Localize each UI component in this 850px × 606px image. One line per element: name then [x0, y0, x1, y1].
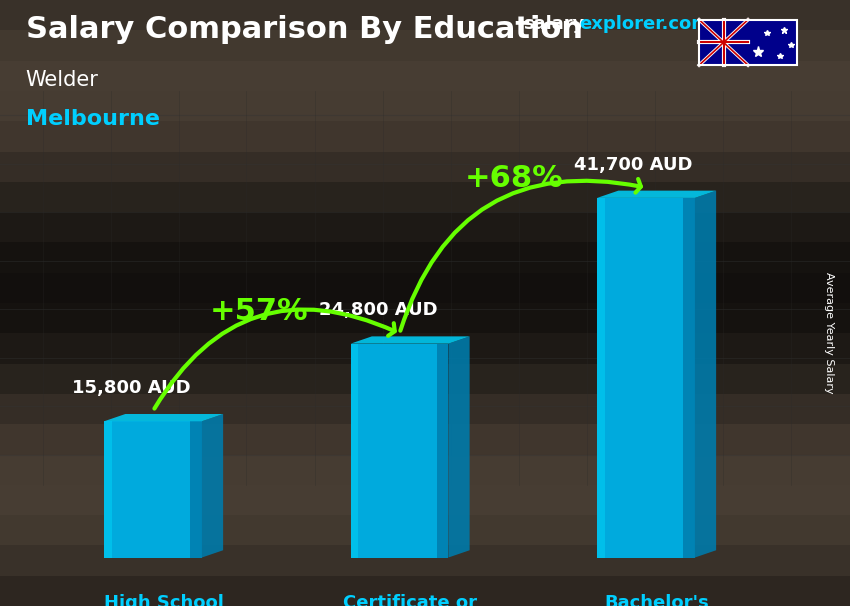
- Bar: [699, 20, 796, 65]
- Text: +68%: +68%: [465, 164, 564, 193]
- Bar: [0, 212, 850, 242]
- Text: 41,700 AUD: 41,700 AUD: [574, 156, 692, 174]
- Polygon shape: [104, 414, 223, 421]
- Bar: [104, 421, 112, 558]
- Text: Average Yearly Salary: Average Yearly Salary: [824, 273, 834, 394]
- Bar: [0, 364, 850, 394]
- Bar: [0, 424, 850, 454]
- Bar: [350, 344, 359, 558]
- Bar: [699, 20, 796, 65]
- Text: +57%: +57%: [210, 297, 309, 326]
- Polygon shape: [694, 191, 716, 558]
- Bar: [0, 121, 850, 152]
- Bar: [0, 30, 850, 61]
- Text: Melbourne: Melbourne: [26, 109, 160, 129]
- Bar: [0, 242, 850, 273]
- Bar: [0, 303, 850, 333]
- Text: Salary Comparison By Education: Salary Comparison By Education: [26, 15, 582, 44]
- Bar: [350, 344, 449, 558]
- Bar: [0, 61, 850, 91]
- Bar: [0, 545, 850, 576]
- Text: salary: salary: [523, 15, 584, 33]
- Text: 15,800 AUD: 15,800 AUD: [72, 379, 191, 397]
- Bar: [437, 344, 448, 558]
- Polygon shape: [449, 336, 469, 558]
- Bar: [0, 91, 850, 121]
- Bar: [0, 394, 850, 424]
- Text: High School: High School: [104, 594, 224, 606]
- Bar: [0, 152, 850, 182]
- Bar: [597, 198, 605, 558]
- Bar: [190, 421, 202, 558]
- Bar: [0, 485, 850, 515]
- Text: 24,800 AUD: 24,800 AUD: [319, 301, 438, 319]
- Bar: [0, 182, 850, 212]
- Bar: [0, 333, 850, 364]
- Polygon shape: [202, 414, 223, 558]
- Bar: [0, 0, 850, 30]
- Text: explorer.com: explorer.com: [580, 15, 711, 33]
- Bar: [0, 454, 850, 485]
- Text: Welder: Welder: [26, 70, 99, 90]
- Bar: [0, 576, 850, 606]
- Bar: [0, 273, 850, 303]
- Bar: [0, 515, 850, 545]
- Polygon shape: [597, 191, 716, 198]
- Text: Certificate or
Diploma: Certificate or Diploma: [343, 594, 477, 606]
- Text: Bachelor's
Degree: Bachelor's Degree: [604, 594, 709, 606]
- Bar: [597, 198, 694, 558]
- Bar: [104, 421, 202, 558]
- Bar: [683, 198, 694, 558]
- Polygon shape: [350, 336, 469, 344]
